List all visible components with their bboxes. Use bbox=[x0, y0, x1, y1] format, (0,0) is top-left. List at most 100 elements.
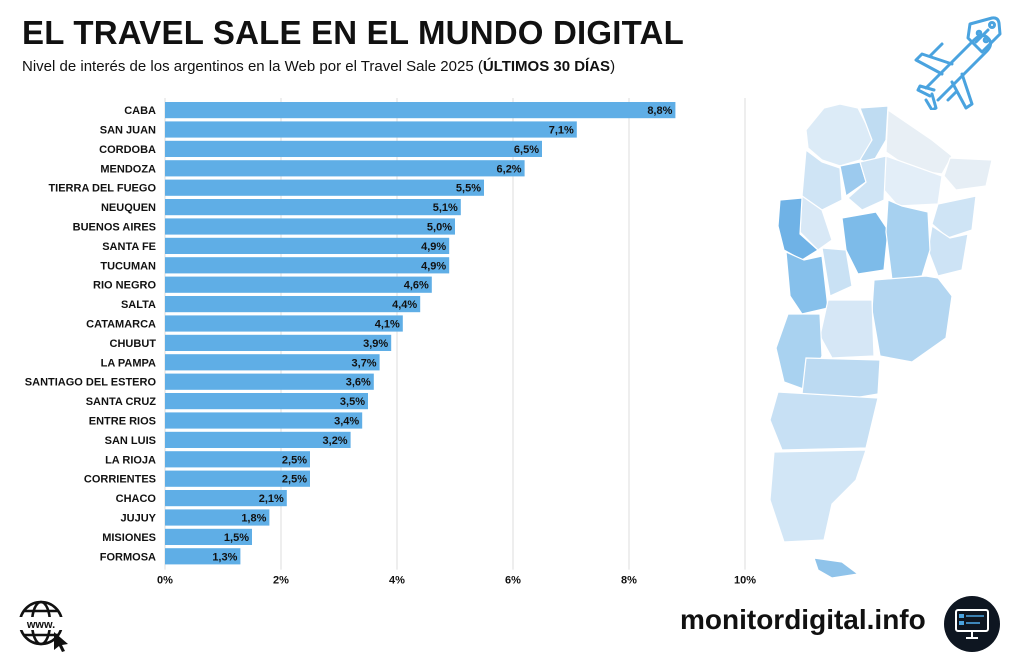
bar bbox=[165, 548, 241, 565]
map-region-corrientes bbox=[931, 195, 977, 239]
data-label: 4,9% bbox=[421, 260, 446, 272]
map-region-formosa bbox=[885, 108, 953, 175]
bar bbox=[165, 373, 374, 390]
bar bbox=[165, 179, 484, 196]
bar bbox=[165, 334, 392, 351]
bar bbox=[165, 451, 310, 468]
data-label: 3,5% bbox=[340, 396, 365, 408]
data-label: 8,8% bbox=[647, 105, 672, 117]
bar bbox=[165, 218, 455, 235]
category-label: FORMOSA bbox=[100, 551, 156, 563]
map-region-lapampa bbox=[819, 299, 875, 359]
map-region-santacruz bbox=[769, 449, 867, 543]
category-label: SANTA FE bbox=[102, 241, 156, 253]
subtitle-suffix: ) bbox=[610, 58, 616, 75]
bar bbox=[165, 160, 525, 177]
data-label: 1,5% bbox=[224, 532, 249, 544]
bar bbox=[165, 296, 421, 313]
bar bbox=[165, 237, 450, 254]
data-label: 7,1% bbox=[549, 125, 574, 137]
data-label: 3,4% bbox=[334, 416, 359, 428]
bar bbox=[165, 393, 368, 410]
data-label: 3,9% bbox=[363, 338, 388, 350]
airplane-discount-icon bbox=[914, 16, 1002, 110]
data-label: 4,4% bbox=[392, 299, 417, 311]
bar bbox=[165, 199, 461, 216]
category-label: CABA bbox=[124, 105, 156, 117]
data-label: 2,5% bbox=[282, 454, 307, 466]
data-label: 3,6% bbox=[346, 377, 371, 389]
bar bbox=[165, 102, 676, 119]
bar-chart: 0% 2% 4% 6% 8% 10% CABA 8,8% SAN JUAN 7,1% CORDOBA… bbox=[25, 98, 756, 587]
data-label: 4,1% bbox=[375, 319, 400, 331]
bar bbox=[165, 257, 450, 274]
category-label: SANTA CRUZ bbox=[86, 396, 157, 408]
chart-subtitle: Nivel de interés de los argentinos en la… bbox=[22, 58, 615, 75]
data-label: 3,7% bbox=[352, 357, 377, 369]
category-label: BUENOS AIRES bbox=[73, 222, 156, 234]
bar bbox=[165, 528, 252, 545]
data-label: 6,2% bbox=[497, 163, 522, 175]
bar bbox=[165, 121, 577, 138]
data-label: 5,1% bbox=[433, 202, 458, 214]
map-region-santiago bbox=[847, 155, 887, 211]
argentina-map bbox=[769, 103, 993, 579]
bar bbox=[165, 431, 351, 448]
category-label: CORRIENTES bbox=[84, 474, 156, 486]
data-label: 4,9% bbox=[421, 241, 446, 253]
bar bbox=[165, 315, 403, 332]
x-tick-label: 6% bbox=[505, 575, 521, 587]
map-region-misiones bbox=[943, 157, 993, 191]
data-label: 3,2% bbox=[323, 435, 348, 447]
data-label: 2,1% bbox=[259, 493, 284, 505]
category-label: SALTA bbox=[121, 299, 156, 311]
x-tick-label: 4% bbox=[389, 575, 405, 587]
category-label: LA PAMPA bbox=[101, 357, 156, 369]
svg-text:www.: www. bbox=[26, 619, 55, 631]
map-region-santafe bbox=[885, 199, 931, 281]
bar bbox=[165, 276, 432, 293]
category-label: NEUQUEN bbox=[101, 202, 156, 214]
map-region-chubut bbox=[769, 391, 879, 451]
category-label: SAN LUIS bbox=[105, 435, 156, 447]
bar bbox=[165, 412, 363, 429]
category-label: TUCUMAN bbox=[100, 260, 156, 272]
map-region-mendoza bbox=[785, 251, 829, 315]
data-label: 1,3% bbox=[212, 551, 237, 563]
map-region-sanjuan bbox=[777, 197, 819, 261]
subtitle-prefix: Nivel de interés de los argentinos en la… bbox=[22, 58, 483, 75]
x-tick-label: 8% bbox=[621, 575, 637, 587]
category-label: RIO NEGRO bbox=[93, 280, 156, 292]
subtitle-period: ÚLTIMOS 30 DÍAS bbox=[482, 58, 611, 75]
data-label: 4,6% bbox=[404, 280, 429, 292]
category-label: TIERRA DEL FUEGO bbox=[48, 183, 156, 195]
data-label: 1,8% bbox=[241, 513, 266, 525]
category-label: ENTRE RIOS bbox=[89, 416, 156, 428]
category-label: MENDOZA bbox=[100, 163, 156, 175]
bar bbox=[165, 140, 542, 157]
category-label: JUJUY bbox=[121, 513, 157, 525]
bar bbox=[165, 509, 270, 526]
data-label: 2,5% bbox=[282, 474, 307, 486]
category-label: SANTIAGO DEL ESTERO bbox=[25, 377, 157, 389]
category-label: CHACO bbox=[116, 493, 157, 505]
data-label: 6,5% bbox=[514, 144, 539, 156]
x-tick-label: 2% bbox=[273, 575, 289, 587]
chart-title: EL TRAVEL SALE EN EL MUNDO DIGITAL bbox=[22, 14, 684, 51]
category-label: SAN JUAN bbox=[100, 125, 156, 137]
category-label: LA RIOJA bbox=[105, 454, 156, 466]
map-region-tierradelfuego bbox=[813, 557, 860, 579]
map-region-sanluis bbox=[821, 247, 853, 297]
data-label: 5,0% bbox=[427, 222, 452, 234]
data-label: 5,5% bbox=[456, 183, 481, 195]
monitor-icon bbox=[944, 596, 1000, 652]
www-globe-icon: www. bbox=[18, 600, 68, 652]
category-label: MISIONES bbox=[102, 532, 156, 544]
bar bbox=[165, 470, 310, 487]
bar bbox=[165, 490, 287, 507]
x-tick-label: 10% bbox=[734, 575, 756, 587]
map-region-buenosaires bbox=[871, 275, 953, 363]
brand-name: monitordigital.info bbox=[680, 604, 926, 635]
category-label: CORDOBA bbox=[99, 144, 156, 156]
x-tick-label: 0% bbox=[157, 575, 173, 587]
